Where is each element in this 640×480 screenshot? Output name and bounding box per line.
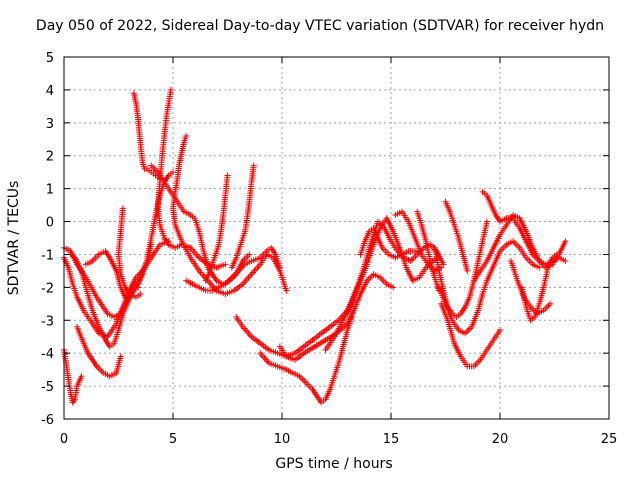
y-tick-label: 1 — [46, 183, 54, 198]
data-point-markers — [148, 162, 253, 288]
series-track-31 — [414, 208, 442, 294]
data-point-markers — [518, 251, 560, 324]
y-tick-label: -2 — [41, 281, 54, 296]
data-point-markers — [61, 346, 85, 406]
data-point-markers — [82, 248, 142, 301]
data-point-markers — [435, 238, 543, 337]
series-track-30 — [442, 198, 471, 274]
data-point-markers — [257, 313, 355, 406]
y-tick-label: 2 — [46, 150, 54, 165]
series-track-5 — [74, 323, 124, 380]
data-point-markers — [135, 169, 176, 288]
series-track-27 — [470, 211, 569, 284]
data-point-markers — [322, 218, 447, 353]
series-track-24 — [435, 238, 543, 337]
series-track-6 — [82, 248, 142, 301]
x-tick-label: 25 — [601, 432, 618, 447]
series-track-11 — [148, 162, 253, 288]
series-track-19 — [322, 218, 447, 353]
x-tick-label: 15 — [383, 432, 400, 447]
y-tick-label: -1 — [41, 248, 54, 263]
series-track-18 — [276, 271, 397, 363]
x-tick-label: 5 — [169, 432, 177, 447]
series-track-20 — [344, 215, 442, 317]
plot-frame — [63, 56, 610, 420]
series-track-17 — [257, 313, 355, 406]
x-axis-label: GPS time / hours — [275, 456, 393, 472]
data-point-markers — [438, 300, 503, 370]
series-track-25 — [438, 300, 503, 370]
data-points — [61, 86, 569, 406]
data-point-markers — [183, 244, 283, 294]
y-tick-label: 0 — [46, 216, 54, 231]
x-tick-label: 10 — [274, 432, 291, 447]
series-track-21 — [357, 225, 425, 261]
y-tick-label: -5 — [41, 380, 54, 395]
chart-title: Day 050 of 2022, Sidereal Day-to-day VTE… — [35, 18, 605, 34]
data-point-markers — [344, 215, 442, 317]
data-point-markers — [74, 323, 124, 380]
y-tick-label: 3 — [46, 117, 54, 132]
data-point-markers — [470, 211, 569, 284]
y-tick-label: -6 — [41, 413, 54, 428]
y-tick-label: 4 — [46, 84, 54, 99]
series-track-15 — [228, 162, 257, 271]
series-track-3 — [61, 346, 85, 406]
data-point-markers — [442, 198, 471, 274]
series-track-2 — [61, 238, 172, 340]
data-point-markers — [228, 162, 257, 271]
data-point-markers — [115, 205, 144, 301]
y-tick-label: 5 — [46, 51, 54, 66]
data-point-markers — [357, 225, 425, 261]
series-track-13 — [183, 244, 283, 294]
series-track-9 — [135, 169, 176, 288]
axis-ticks: -6 -5 -4 -3 -2 -1 0 1 2 3 4 5 0 5 10 15 20 25 — [41, 51, 617, 447]
series-track-29 — [518, 251, 560, 324]
data-point-markers — [61, 238, 172, 340]
series-track-14 — [202, 172, 231, 284]
y-tick-label: -4 — [41, 347, 54, 362]
data-point-markers — [130, 90, 163, 182]
series-track-7 — [115, 205, 144, 301]
x-tick-label: 20 — [492, 432, 509, 447]
x-tick-label: 0 — [60, 432, 68, 447]
series-track-8 — [130, 90, 163, 182]
data-point-markers — [202, 172, 231, 284]
data-point-markers — [414, 208, 442, 294]
data-point-markers — [276, 271, 397, 363]
y-tick-label: -3 — [41, 314, 54, 329]
